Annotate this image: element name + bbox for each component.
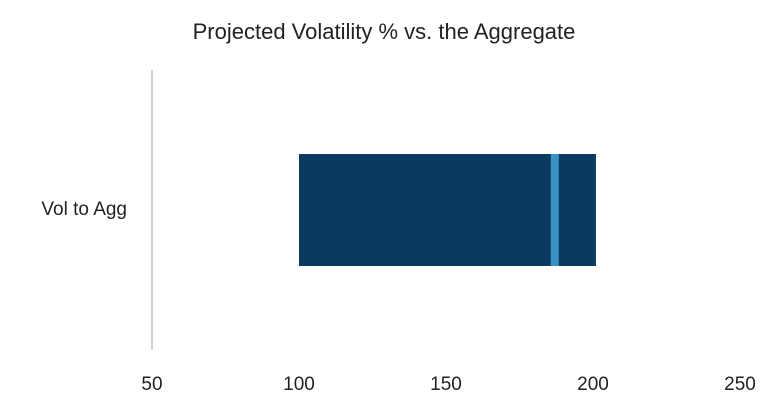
bar <box>299 154 596 266</box>
x-tick-label: 250 <box>724 374 756 395</box>
marker <box>550 154 559 266</box>
x-tick-label: 50 <box>141 374 162 395</box>
x-tick-label: 150 <box>430 374 462 395</box>
x-tick-label: 100 <box>283 374 315 395</box>
x-tick-label: 200 <box>577 374 609 395</box>
y-tick-label: Vol to Agg <box>41 199 127 220</box>
chart-title: Projected Volatility % vs. the Aggregate <box>193 19 576 44</box>
